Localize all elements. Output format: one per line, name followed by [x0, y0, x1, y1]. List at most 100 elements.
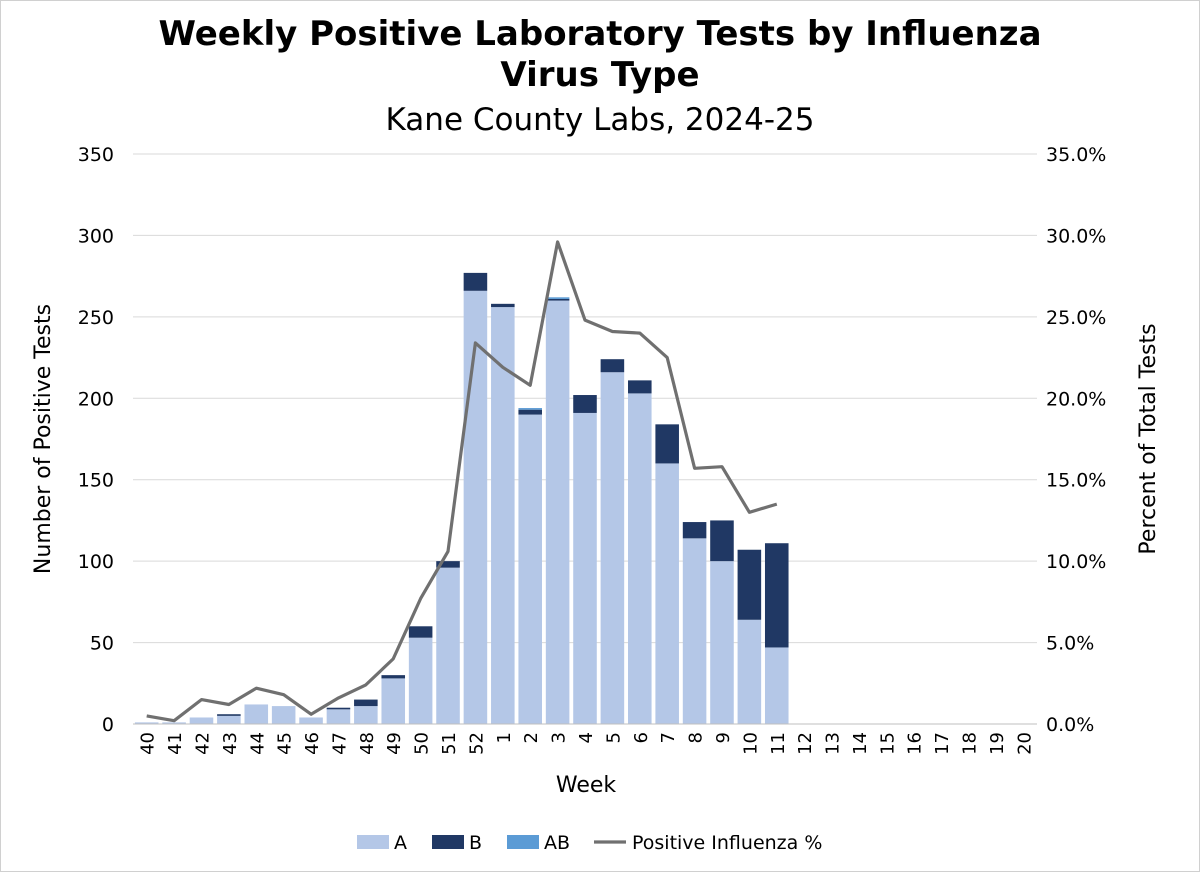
bar-b	[217, 714, 241, 716]
bar-a	[162, 722, 186, 724]
x-tick-label: 43	[220, 732, 241, 755]
y-tick-label: 300	[78, 225, 114, 247]
bar-a	[299, 717, 323, 724]
bar-a	[244, 704, 269, 724]
bar-b	[682, 522, 707, 539]
y-tick-label: 200	[78, 388, 114, 410]
bar-a	[217, 715, 241, 724]
bar-a	[463, 290, 488, 724]
chart-subtitle: Kane County Labs, 2024-25	[385, 102, 815, 138]
bar-b	[354, 699, 378, 707]
y-tick-label: 250	[78, 307, 114, 329]
bar-b	[737, 549, 762, 620]
legend-swatch-ab	[507, 835, 539, 849]
chart-title-line-1: Weekly Positive Laboratory Tests by Infl…	[158, 14, 1042, 54]
bar-a	[518, 414, 542, 724]
x-tick-label: 5	[603, 732, 624, 743]
y2-tick-label: 30.0%	[1046, 225, 1106, 247]
bar-a	[134, 722, 159, 724]
y2-tick-label: 15.0%	[1046, 470, 1106, 492]
y2-tick-label: 20.0%	[1046, 388, 1106, 410]
bar-b	[628, 380, 652, 394]
x-tick-label: 19	[987, 732, 1008, 755]
x-tick-label: 49	[384, 732, 405, 755]
bar-a	[764, 647, 789, 724]
bar-a	[655, 463, 679, 724]
x-tick-label: 8	[686, 732, 707, 743]
x-tick-label: 50	[412, 732, 433, 755]
y2-tick-label: 35.0%	[1046, 144, 1106, 166]
x-tick-label: 9	[713, 732, 734, 743]
bar-b	[600, 359, 625, 373]
legend-label: A	[394, 832, 407, 854]
bar-a	[545, 300, 570, 724]
y-tick-label: 350	[78, 144, 114, 166]
x-tick-label: 13	[823, 732, 844, 755]
bar-a	[491, 307, 515, 724]
bar-a	[573, 412, 597, 724]
y2-tick-label: 10.0%	[1046, 551, 1106, 573]
bar-b	[545, 298, 570, 301]
x-tick-label: 1	[494, 732, 515, 743]
bar-b	[655, 424, 679, 464]
x-tick-label: 6	[631, 732, 652, 743]
x-tick-label: 40	[138, 732, 159, 755]
x-tick-label: 3	[549, 732, 570, 743]
legend-swatch-a	[357, 835, 389, 849]
y2-tick-label: 0.0%	[1046, 714, 1094, 736]
x-tick-label: 46	[302, 732, 323, 755]
x-tick-label: 41	[165, 732, 186, 755]
x-tick-label: 51	[439, 732, 460, 755]
x-tick-label: 18	[960, 732, 981, 755]
y-tick-label: 0	[102, 714, 114, 736]
bar-b	[326, 707, 351, 710]
bar-a	[408, 637, 433, 724]
line-positive-influenza-pct	[146, 240, 778, 723]
x-tick-label: 42	[192, 732, 213, 755]
chart-title-line-2: Virus Type	[500, 55, 700, 95]
x-tick-label: 47	[329, 732, 350, 755]
x-tick-label: 11	[768, 732, 789, 755]
x-tick-label: 17	[932, 732, 953, 755]
bar-a	[436, 567, 460, 724]
x-tick-label: 10	[740, 732, 761, 755]
bar-b	[764, 543, 789, 648]
x-tick-label: 12	[795, 732, 816, 755]
bar-a	[682, 538, 707, 724]
bar-a	[326, 709, 351, 724]
x-tick-label: 16	[905, 732, 926, 755]
x-axis-title: Week	[556, 773, 617, 798]
x-tick-label: 48	[357, 732, 378, 755]
y2-tick-label: 25.0%	[1046, 307, 1106, 329]
bar-b	[436, 561, 460, 568]
bar-ab	[518, 408, 542, 410]
bar-a	[710, 561, 734, 724]
y-tick-label: 100	[78, 551, 114, 573]
x-tick-label: 15	[877, 732, 898, 755]
x-tick-label: 52	[466, 732, 487, 755]
x-tick-label: 4	[576, 732, 597, 743]
bar-a	[737, 619, 762, 724]
bar-a	[381, 678, 406, 724]
bar-a	[628, 393, 652, 724]
bar-ab	[545, 297, 570, 299]
legend-swatch-b	[432, 835, 464, 849]
x-tick-label: 45	[275, 732, 296, 755]
y-axis-title: Number of Positive Tests	[31, 304, 56, 574]
bar-b	[381, 675, 406, 679]
x-tick-label: 14	[850, 732, 871, 755]
x-tick-label: 7	[658, 732, 679, 743]
x-tick-label: 20	[1014, 732, 1035, 755]
bar-b	[408, 626, 433, 638]
bar-b	[710, 520, 734, 562]
bar-a	[271, 706, 296, 724]
bar-a	[189, 717, 214, 724]
bar-b	[463, 272, 488, 291]
x-tick-label: 2	[521, 732, 542, 743]
legend-label: AB	[544, 832, 570, 854]
bar-b	[491, 303, 515, 308]
bar-a	[354, 706, 378, 724]
y-tick-label: 150	[78, 470, 114, 492]
